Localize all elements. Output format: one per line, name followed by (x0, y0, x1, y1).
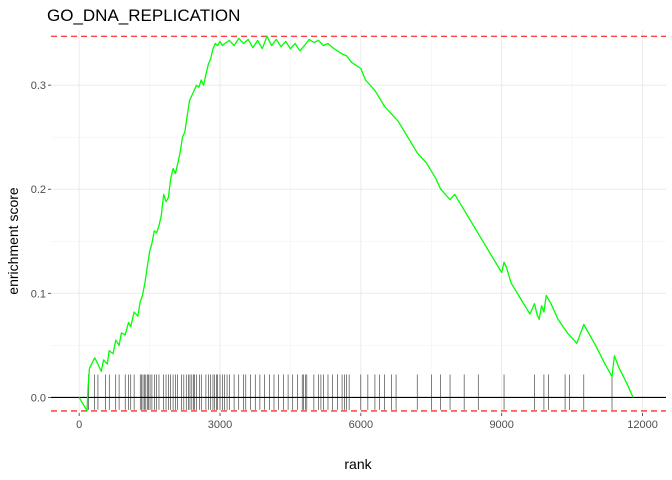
x-tick-label: 12000 (627, 419, 658, 431)
enrichment-curve (78, 35, 634, 412)
x-axis-label: rank (344, 456, 372, 472)
y-tick-label: 0.2 (31, 184, 46, 196)
chart-title: GO_DNA_REPLICATION (47, 6, 240, 25)
x-tick-label: 0 (76, 419, 82, 431)
gene-hit-ticks (88, 374, 613, 410)
x-tick-label: 6000 (349, 419, 373, 431)
y-axis-label: enrichment score (5, 187, 21, 295)
x-tick-label: 3000 (208, 419, 232, 431)
x-axis-ticks: 0 3000 6000 9000 12000 (76, 413, 658, 431)
y-axis-ticks: 0.0 0.1 0.2 0.3 (31, 80, 51, 404)
minor-gridlines (51, 30, 666, 413)
threshold-lines (51, 35, 666, 412)
y-tick-label: 0.3 (31, 80, 46, 92)
major-gridlines (51, 30, 666, 413)
y-tick-label: 0.0 (31, 392, 46, 404)
y-tick-label: 0.1 (31, 288, 46, 300)
x-tick-label: 9000 (489, 419, 513, 431)
enrichment-line (78, 35, 634, 412)
